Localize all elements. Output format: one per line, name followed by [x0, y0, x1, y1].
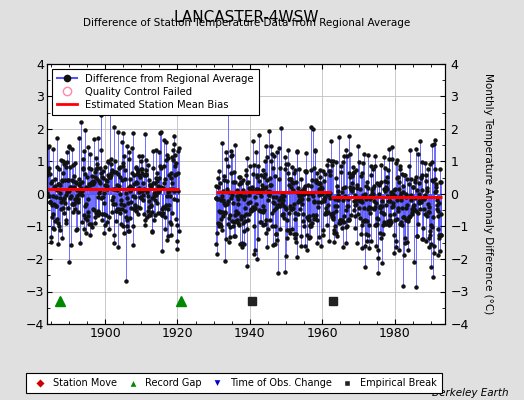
Text: Berkeley Earth: Berkeley Earth: [432, 388, 508, 398]
Legend: Difference from Regional Average, Quality Control Failed, Estimated Station Mean: Difference from Regional Average, Qualit…: [52, 69, 259, 115]
Y-axis label: Monthly Temperature Anomaly Difference (°C): Monthly Temperature Anomaly Difference (…: [483, 73, 493, 315]
Text: LANCASTER-4WSW: LANCASTER-4WSW: [173, 10, 319, 25]
Legend: Station Move, Record Gap, Time of Obs. Change, Empirical Break: Station Move, Record Gap, Time of Obs. C…: [26, 374, 442, 393]
Text: Difference of Station Temperature Data from Regional Average: Difference of Station Temperature Data f…: [83, 18, 410, 28]
